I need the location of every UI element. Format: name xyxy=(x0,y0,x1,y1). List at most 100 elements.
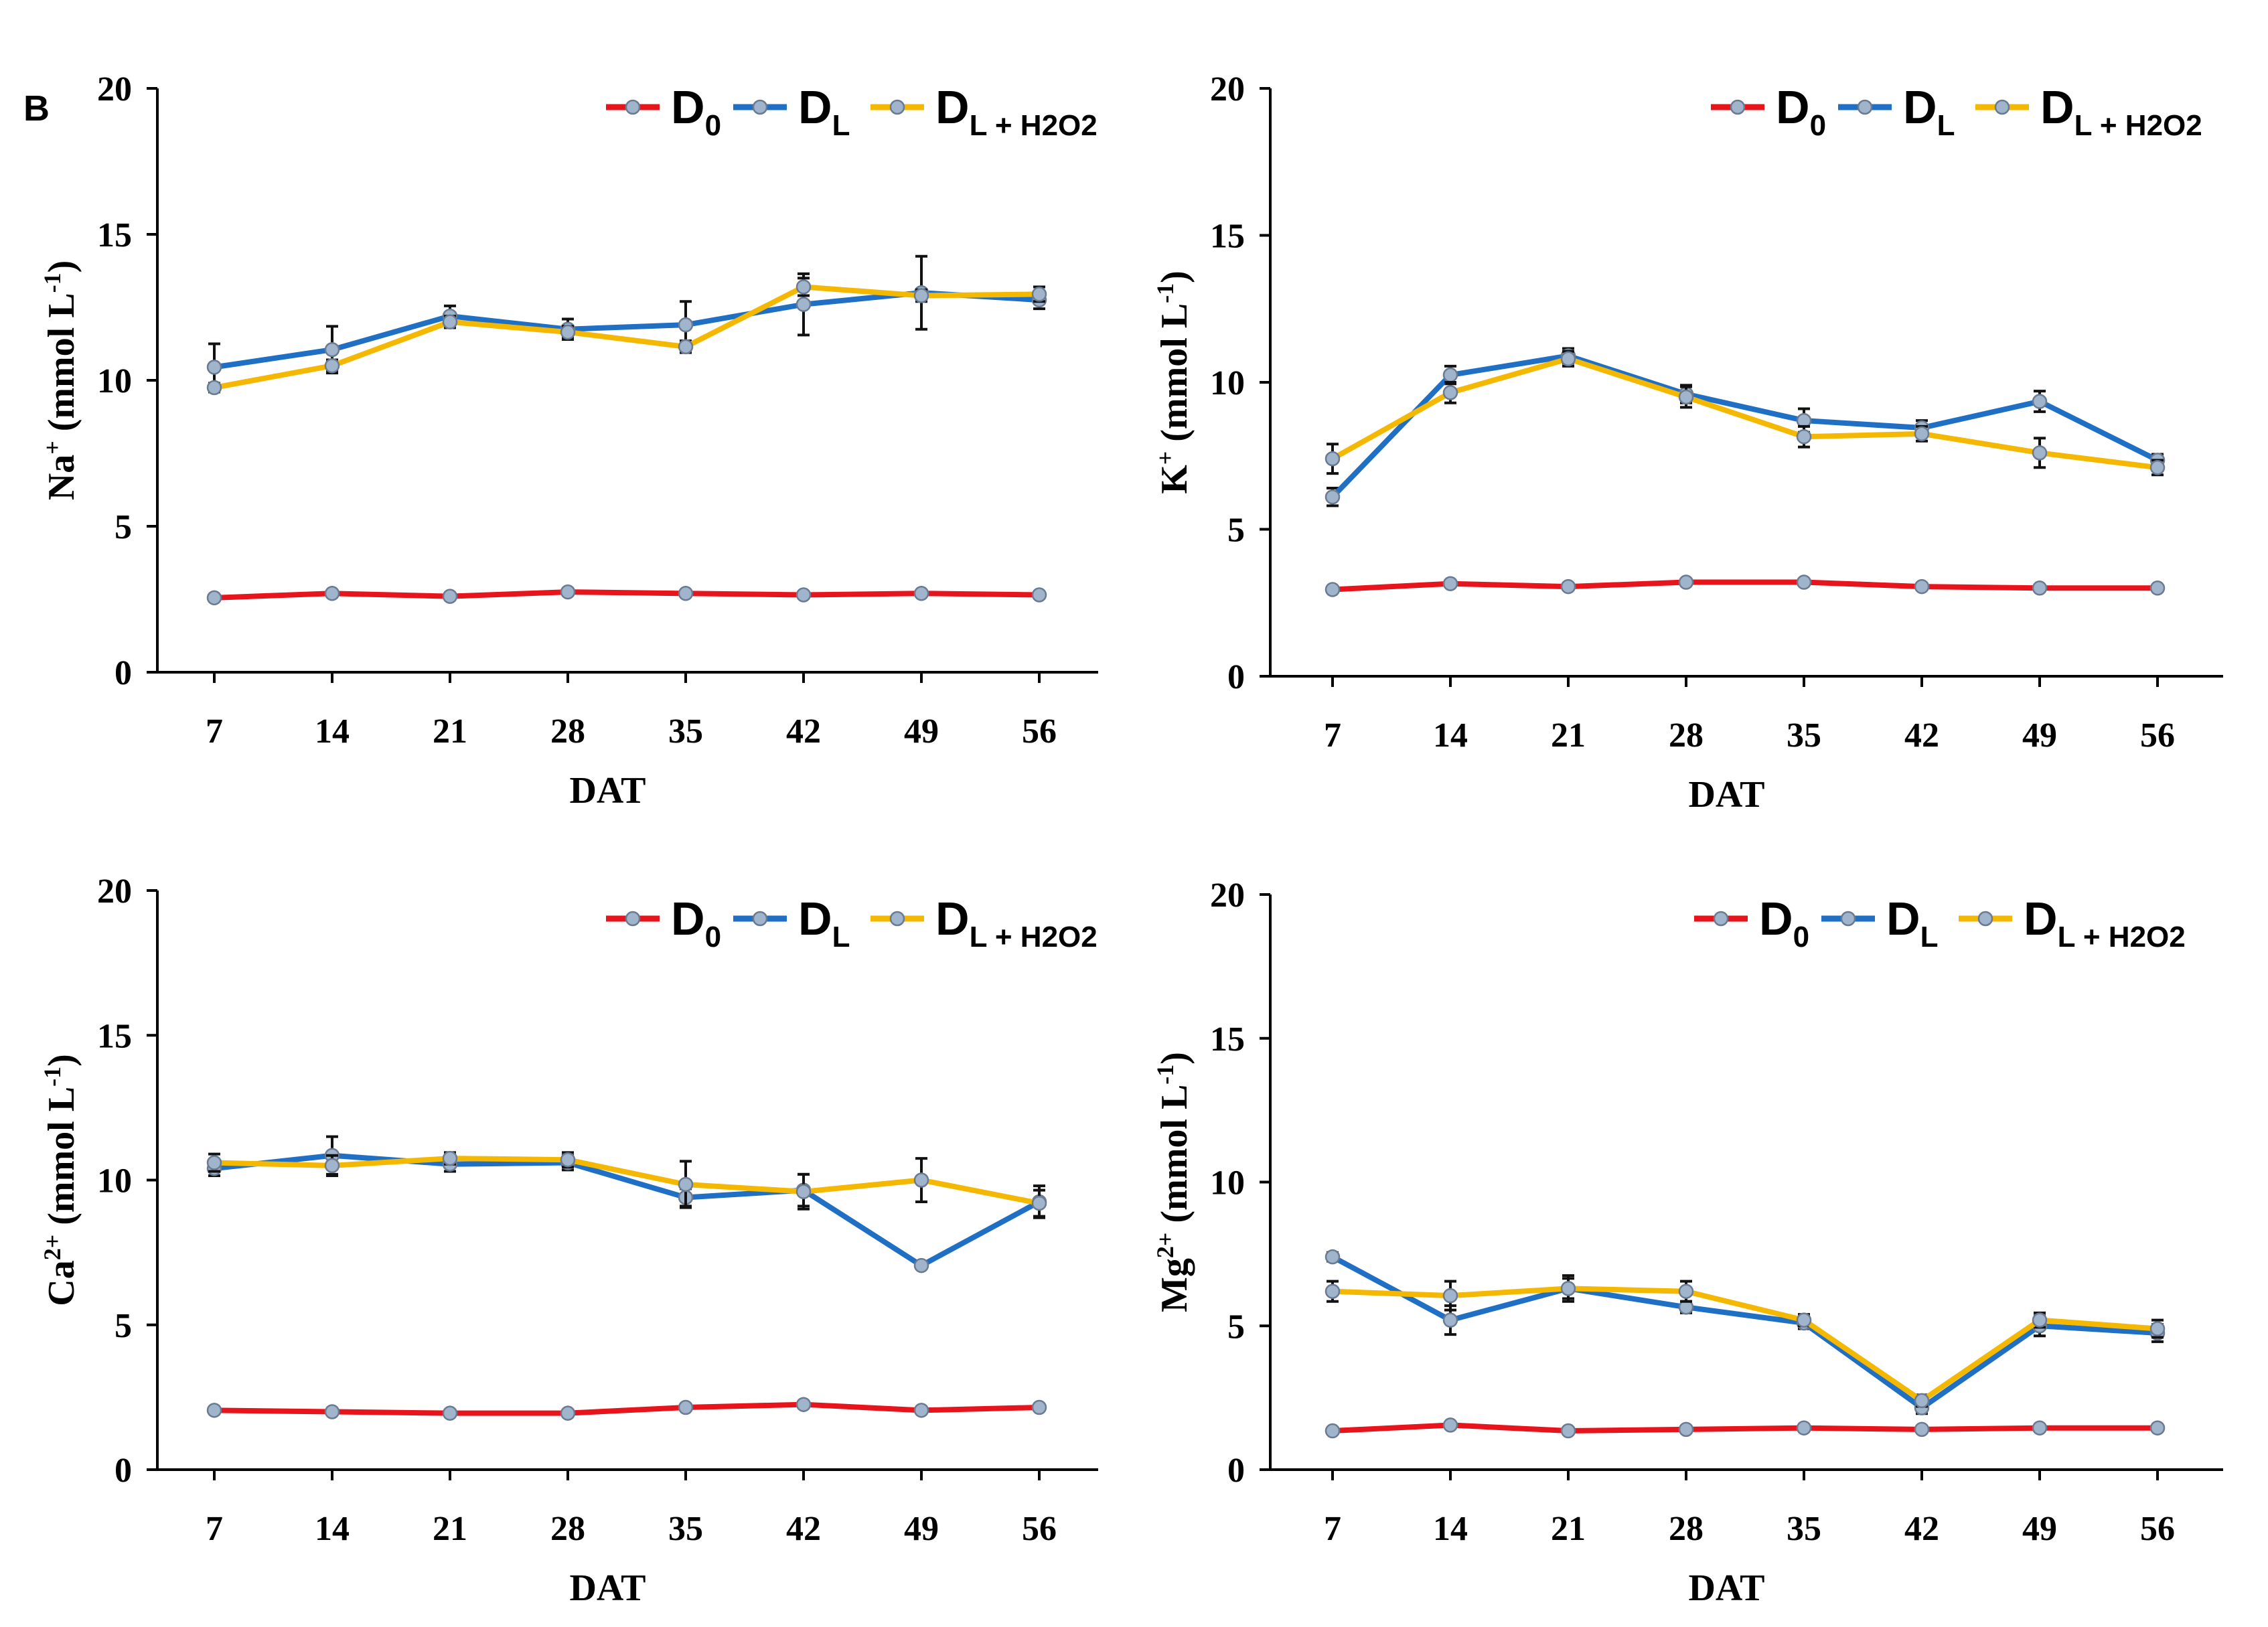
x-tick-label: 21 xyxy=(433,1510,467,1548)
y-tick-label: 15 xyxy=(97,216,132,254)
y-axis-label-part: ) xyxy=(1154,270,1195,283)
legend: D0 DL DL + H2O2 xyxy=(606,81,1098,142)
y-axis-label-part: (mmol L xyxy=(1154,303,1195,451)
legend-label-subscript: L + H2O2 xyxy=(970,921,1098,953)
series-dl xyxy=(1325,347,2166,508)
data-point xyxy=(1560,1281,1576,1296)
data-point xyxy=(678,1176,694,1192)
data-point xyxy=(1678,389,1694,405)
x-tick-label: 28 xyxy=(550,1510,585,1548)
legend-label-subscript: L + H2O2 xyxy=(2058,921,2186,953)
data-point xyxy=(1914,1421,1930,1438)
series-d0 xyxy=(1325,1417,2166,1439)
legend-label-subscript: L + H2O2 xyxy=(2074,109,2202,142)
legend-label: DL xyxy=(798,893,850,953)
data-point xyxy=(913,1172,929,1188)
data-point xyxy=(1031,1399,1047,1415)
y-axis-label-part: -1 xyxy=(1152,283,1179,303)
x-tick-label: 7 xyxy=(1324,716,1341,755)
data-point xyxy=(1442,1288,1458,1304)
series-dl-h2o2 xyxy=(206,1150,1047,1218)
y-tick-label: 10 xyxy=(1210,364,1245,402)
y-tick-label: 20 xyxy=(1210,876,1245,915)
x-tick-label: 42 xyxy=(786,712,821,751)
x-tick-label: 7 xyxy=(206,712,223,751)
series-line xyxy=(214,1401,1040,1416)
data-point xyxy=(206,590,222,606)
y-axis-label-part: -1 xyxy=(1152,1065,1179,1085)
x-tick-label: 7 xyxy=(1324,1510,1341,1548)
data-point xyxy=(913,1403,929,1418)
legend-swatch-marker xyxy=(889,99,905,115)
legend-label-subscript: L xyxy=(1937,109,1955,142)
data-point xyxy=(1796,429,1812,445)
y-axis-label-part: Ca xyxy=(41,1260,82,1306)
data-point xyxy=(560,324,576,340)
data-point xyxy=(442,314,458,330)
x-tick-label: 14 xyxy=(315,712,350,751)
series-dl-h2o2 xyxy=(1325,350,2166,477)
series-dl xyxy=(1325,1249,2166,1415)
series-line xyxy=(1331,1254,2158,1411)
data-point xyxy=(2032,394,2048,409)
data-point xyxy=(796,1184,812,1200)
y-axis-label-part: -1 xyxy=(39,1067,66,1087)
legend-label-subscript: L + H2O2 xyxy=(970,109,1098,142)
data-point xyxy=(2032,580,2048,596)
data-point xyxy=(1325,1423,1341,1439)
legend-swatch-marker xyxy=(1713,911,1729,927)
x-tick-label: 49 xyxy=(2022,716,2057,755)
data-point xyxy=(1325,489,1341,505)
y-axis-label-part: (mmol L xyxy=(1154,1085,1195,1233)
x-tick-label: 49 xyxy=(2022,1510,2057,1548)
x-tick-label: 14 xyxy=(315,1510,350,1548)
chart-mg: 0 5 10 15 20 7 14 21 28 35 42 49 56 DAT Mg2+ (mmol L-1… xyxy=(1152,876,2223,1609)
data-point xyxy=(1796,1312,1812,1328)
data-point xyxy=(1442,367,1458,383)
series-dl-h2o2 xyxy=(206,277,1047,396)
data-point xyxy=(560,1152,576,1168)
data-point xyxy=(913,586,929,601)
legend-label: DL + H2O2 xyxy=(935,81,1098,142)
data-point xyxy=(324,1404,340,1419)
data-point xyxy=(1560,1423,1576,1439)
y-tick-label: 5 xyxy=(115,508,132,546)
series-line xyxy=(214,1156,1040,1207)
y-tick-label: 20 xyxy=(1210,70,1245,108)
y-axis-label-part: -1 xyxy=(39,273,66,293)
chart-k: 0 5 10 15 20 7 14 21 28 35 42 49 56 DAT K+ (mmol L-1) D… xyxy=(1152,70,2223,816)
series-d0 xyxy=(1325,574,2166,597)
y-axis-label-part: + xyxy=(39,441,66,455)
x-axis-label: DAT xyxy=(569,1567,646,1609)
legend-label: DL xyxy=(798,81,850,142)
data-point xyxy=(678,317,694,333)
data-point xyxy=(2149,460,2166,475)
legend: D0 DL DL + H2O2 xyxy=(1711,81,2202,142)
data-point xyxy=(324,586,340,601)
x-tick-label: 56 xyxy=(1022,712,1057,751)
y-tick-label: 0 xyxy=(1227,658,1245,696)
legend-label: D0 xyxy=(1776,81,1826,142)
y-axis-label: Ca2+ (mmol L-1) xyxy=(39,1054,82,1306)
y-axis-label: K+ (mmol L-1) xyxy=(1152,270,1195,494)
legend-swatch-marker xyxy=(1840,911,1856,927)
legend-swatch-marker xyxy=(625,99,641,115)
data-point xyxy=(442,1405,458,1421)
y-tick-label: 20 xyxy=(97,872,132,911)
legend-swatch-marker xyxy=(752,911,768,927)
data-point xyxy=(913,288,929,303)
y-axis-label-part: Na xyxy=(41,455,82,500)
data-point xyxy=(2032,445,2048,461)
legend-swatch-marker xyxy=(1977,911,1993,927)
data-point xyxy=(796,587,812,603)
x-tick-label: 56 xyxy=(1022,1510,1057,1548)
data-point xyxy=(442,1150,458,1166)
legend-label-subscript: 0 xyxy=(705,921,721,953)
legend-swatch-marker xyxy=(625,911,641,927)
y-tick-label: 20 xyxy=(97,70,132,108)
y-tick-label: 15 xyxy=(97,1017,132,1055)
legend: D0 DL DL + H2O2 xyxy=(606,893,1098,953)
series-line xyxy=(214,1152,1041,1269)
y-axis-label-part: (mmol L xyxy=(41,293,82,441)
